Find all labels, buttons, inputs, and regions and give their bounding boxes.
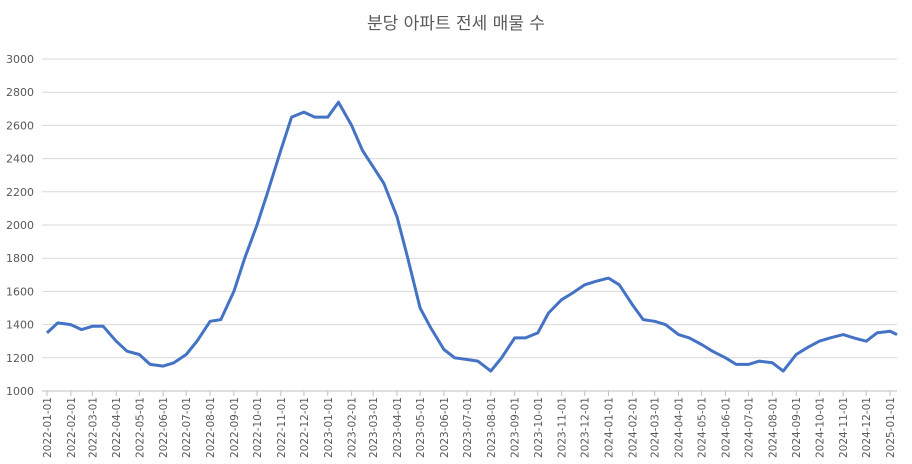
y-tick-label: 1600	[6, 285, 34, 298]
y-tick-label: 2600	[6, 119, 34, 132]
x-tick-label: 2022-04-01	[111, 397, 123, 458]
x-tick-label: 2023-09-01	[510, 397, 522, 458]
x-tick-label: 2023-10-01	[533, 397, 545, 458]
x-tick-label: 2022-10-01	[252, 397, 264, 458]
x-tick-label: 2024-02-01	[627, 397, 639, 458]
x-tick-label: 2023-03-01	[368, 397, 380, 458]
x-tick-label: 2023-08-01	[486, 397, 498, 458]
x-tick-label: 2023-12-01	[580, 397, 592, 458]
y-tick-label: 2200	[6, 186, 34, 199]
y-tick-label: 2400	[6, 153, 34, 166]
chart-title: 분당 아파트 전세 매물 수	[367, 14, 545, 34]
x-tick-label: 2022-12-01	[299, 397, 311, 458]
y-tick-label: 3000	[6, 53, 34, 66]
x-tick-label: 2022-05-01	[134, 397, 146, 458]
x-tick-label: 2024-04-01	[674, 397, 686, 458]
x-tick-label: 2023-04-01	[392, 397, 404, 458]
y-tick-label: 1800	[6, 252, 34, 265]
y-tick-label: 1400	[6, 319, 34, 332]
x-tick-label: 2024-10-01	[814, 397, 826, 458]
x-tick-label: 2022-08-01	[205, 397, 217, 458]
x-tick-label: 2023-06-01	[439, 397, 451, 458]
x-tick-label: 2022-09-01	[229, 397, 241, 458]
x-tick-label: 2024-05-01	[697, 397, 709, 458]
x-tick-label: 2022-02-01	[66, 397, 78, 458]
x-tick-label: 2022-06-01	[158, 397, 170, 458]
x-tick-label: 2023-11-01	[557, 397, 569, 458]
x-tick-label: 2024-09-01	[791, 397, 803, 458]
x-tick-label: 2023-07-01	[462, 397, 474, 458]
x-tick-label: 2024-06-01	[720, 397, 732, 458]
x-tick-label: 2024-03-01	[650, 397, 662, 458]
x-tick-label: 2023-02-01	[347, 397, 359, 458]
y-tick-label: 1200	[6, 352, 34, 365]
y-tick-label: 2000	[6, 219, 34, 232]
x-tick-label: 2024-01-01	[604, 397, 616, 458]
x-tick-label: 2024-12-01	[861, 397, 873, 458]
x-tick-label: 2022-03-01	[87, 397, 99, 458]
y-tick-label: 2800	[6, 86, 34, 99]
data-line	[45, 100, 898, 373]
x-tick-label: 2024-11-01	[838, 397, 850, 458]
x-tick-label: 2024-08-01	[767, 397, 779, 458]
x-tick-label: 2024-07-01	[744, 397, 756, 458]
y-tick-label: 1000	[6, 385, 34, 398]
x-tick-label: 2022-07-01	[181, 397, 193, 458]
x-tick-label: 2023-05-01	[415, 397, 427, 458]
x-tick-label: 2025-01-01	[885, 397, 897, 458]
x-tick-label: 2022-01-01	[42, 397, 54, 458]
x-tick-label: 2022-11-01	[276, 397, 288, 458]
x-tick-label: 2023-01-01	[323, 397, 335, 458]
